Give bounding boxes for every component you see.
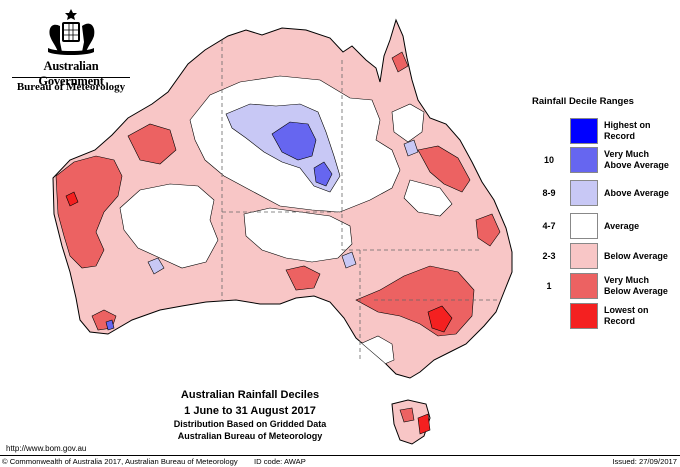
logo-divider [12,77,130,78]
state-borders [221,40,500,360]
legend-swatch-average [570,213,598,239]
legend-label: Very Much Below Average [604,275,668,296]
region-lowest-vic [427,305,453,333]
legend-title: Rainfall Decile Ranges [532,96,634,107]
region-vmaa-nt-south [313,161,333,187]
legend-range: 4-7 [542,221,556,231]
legend-swatch-lowest [570,303,598,329]
legend-range: 10 [543,155,554,165]
legend-swatch-above [570,180,598,206]
coat-of-arms-icon [48,9,95,55]
region-average-east [403,179,453,217]
bureau-title: Bureau of Meteorology [16,81,126,93]
legend-swatch-below [570,243,598,269]
legend-label: Lowest on Record [604,305,649,326]
region-lowest-pilbara [65,191,79,207]
footer-divider [0,455,680,456]
legend-item-very-much-below: 1 Very Much Below Average [532,273,677,299]
map-method: Distribution Based on Gridded Data [173,419,327,429]
government-logo: Australian Government Bureau of Meteorol… [10,8,132,98]
id-code: ID code: AWAP [254,457,306,466]
legend-item-very-much-above: 10 Very Much Above Average [532,147,677,173]
map-organisation: Australian Bureau of Meteorology [177,431,323,441]
legend-item-highest: Highest on Record [532,118,677,144]
footer: © Commonwealth of Australia 2017, Austra… [0,457,680,467]
legend-swatch-very-much-below [570,273,598,299]
region-vmba-central [285,265,321,291]
region-vmaa-nt [271,121,317,161]
legend-swatch-very-much-above [570,147,598,173]
legend-swatch-highest [570,118,598,144]
region-vmba-tasmania [399,407,415,423]
region-above-wa-small [147,257,165,275]
region-average-qld [391,103,425,143]
region-average-central [243,207,353,263]
region-vmba-east-coast [475,213,501,247]
region-vmba-qld [417,145,471,193]
legend-item-lowest: Lowest on Record [532,303,677,329]
legend-range: 1 [546,281,552,291]
legend-item-average: 4-7 Average [532,213,677,239]
legend-range: 8-9 [542,188,556,198]
legend-item-above: 8-9 Above Average [532,180,677,206]
region-lowest-tasmania [417,413,431,435]
legend-item-below: 2-3 Below Average [532,243,677,269]
map-period: 1 June to 31 August 2017 [184,405,316,417]
legend-label: Highest on Record [604,120,651,141]
legend-label: Very Much Above Average [604,149,669,170]
legend-label: Above Average [604,188,669,198]
region-vmba-wa-north [55,155,123,269]
legend-label: Below Average [604,251,668,261]
copyright-text: © Commonwealth of Australia 2017, Austra… [2,457,238,466]
region-average-west [119,183,219,269]
region-above-sa-small [341,251,357,269]
website-link[interactable]: http://www.bom.gov.au [6,444,87,453]
legend-range: 2-3 [542,251,556,261]
region-above-qld-small [403,139,419,157]
region-vmaa-swwa [105,319,115,331]
map-title: Australian Rainfall Deciles [180,389,320,401]
map-caption: Australian Rainfall Deciles 1 June to 31… [140,389,360,441]
legend-label: Average [604,221,640,231]
issued-date: Issued: 27/09/2017 [612,457,677,466]
region-vmba-kimberley [127,123,177,165]
region-vmba-cape-york [391,51,409,73]
